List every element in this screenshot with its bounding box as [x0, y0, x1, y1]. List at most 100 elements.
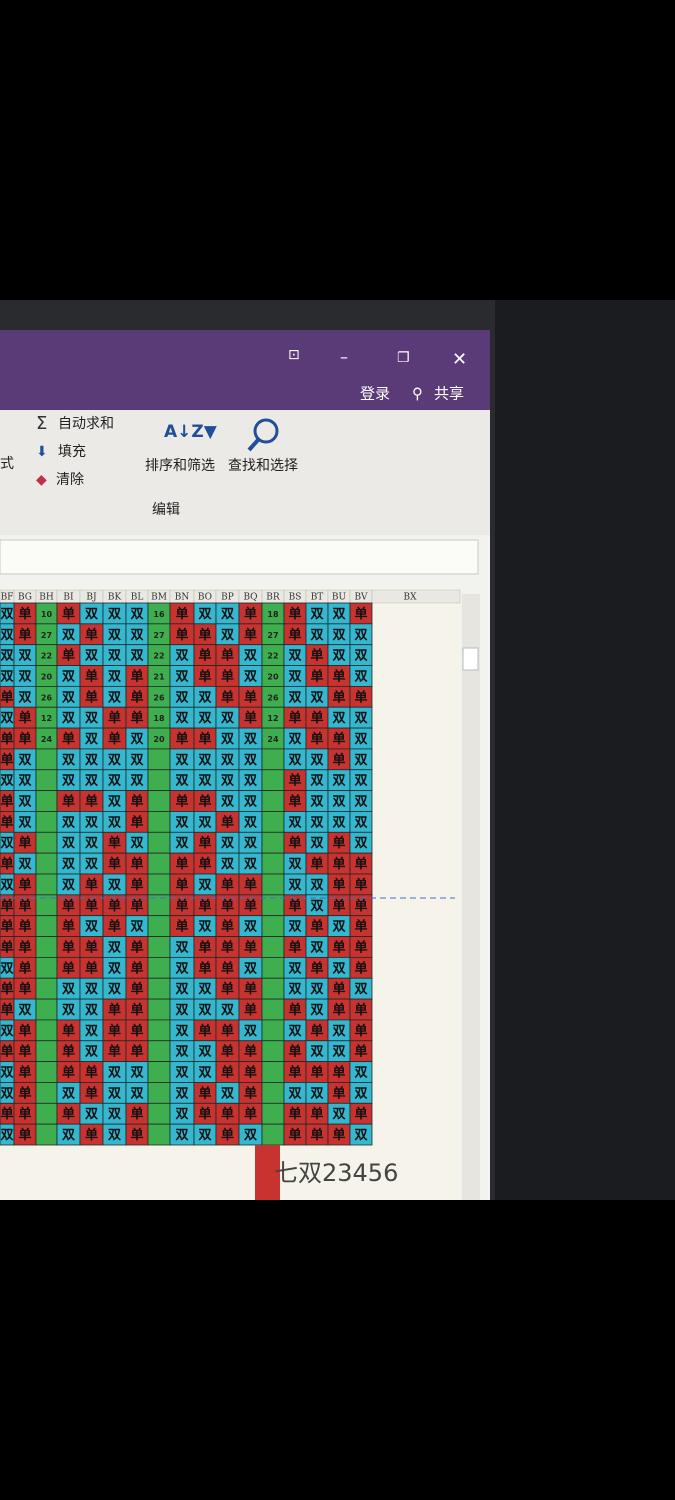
cell[interactable]	[147, 936, 171, 958]
cell-text: 双	[244, 753, 257, 768]
cell[interactable]	[147, 956, 171, 979]
cell-text: 双	[175, 940, 188, 955]
cell-text: 单	[221, 1127, 234, 1143]
restore-button[interactable]: ❐	[397, 350, 410, 366]
cell[interactable]	[261, 1061, 285, 1083]
cell[interactable]	[261, 831, 285, 854]
cell[interactable]	[261, 1102, 285, 1125]
close-button[interactable]: ✕	[452, 349, 467, 370]
scroll-thumb[interactable]	[462, 647, 479, 671]
cell[interactable]	[147, 1061, 171, 1083]
cell[interactable]	[147, 769, 171, 792]
cell-text: 单	[18, 960, 31, 976]
cell[interactable]	[35, 873, 58, 896]
cell[interactable]	[147, 831, 171, 854]
cell[interactable]	[261, 852, 285, 875]
cell[interactable]	[35, 1019, 58, 1042]
column-header[interactable]	[371, 589, 461, 604]
cell[interactable]	[261, 915, 285, 937]
sort-filter-button[interactable]: 排序和筛选	[145, 458, 215, 474]
cell[interactable]	[147, 748, 171, 771]
cell[interactable]	[261, 748, 285, 771]
cell-text: 双	[175, 690, 188, 705]
cell[interactable]	[261, 769, 285, 792]
cell-text: 双	[18, 795, 31, 810]
fill-button[interactable]: 填充	[58, 444, 86, 460]
cell[interactable]	[261, 956, 285, 979]
cell[interactable]	[35, 748, 58, 771]
cell[interactable]	[147, 915, 171, 937]
cell-text: 单	[108, 1002, 121, 1018]
cell-number: 22	[153, 652, 164, 661]
cell-text: 双	[288, 982, 301, 997]
cell-text: 双	[354, 732, 367, 747]
cell[interactable]	[35, 852, 58, 875]
cell[interactable]	[261, 873, 285, 896]
cell[interactable]	[147, 998, 171, 1021]
cell[interactable]	[261, 936, 285, 958]
cell[interactable]	[35, 1061, 58, 1083]
cell[interactable]	[147, 1019, 171, 1042]
cell[interactable]	[35, 769, 58, 792]
find-select-button[interactable]: 查找和选择	[228, 458, 298, 474]
cell-text: 单	[62, 960, 75, 976]
cell[interactable]	[35, 1040, 58, 1063]
cell-number: 27	[267, 631, 278, 640]
cell-text: 双	[310, 940, 323, 955]
cell[interactable]	[261, 790, 285, 812]
cell[interactable]	[349, 1123, 373, 1146]
cell[interactable]	[35, 998, 58, 1021]
cell[interactable]	[261, 977, 285, 1000]
cell[interactable]	[261, 1123, 285, 1146]
cell[interactable]	[35, 831, 58, 854]
cell[interactable]	[261, 1040, 285, 1063]
cell-text: 双	[288, 878, 301, 893]
cell[interactable]	[147, 1102, 171, 1125]
cell-text: 双	[332, 774, 345, 789]
cell[interactable]	[147, 1082, 171, 1104]
share-icon[interactable]: ⚲	[412, 385, 423, 403]
clear-button[interactable]: 清除	[56, 472, 84, 488]
cell[interactable]	[261, 1019, 285, 1042]
cell-text: 双	[244, 857, 257, 872]
cell[interactable]	[35, 956, 58, 979]
login-link[interactable]: 登录	[360, 385, 390, 403]
cell[interactable]	[147, 977, 171, 1000]
cell[interactable]	[35, 811, 58, 833]
minimize-button[interactable]: –	[340, 348, 348, 367]
cell[interactable]	[147, 873, 171, 896]
ribbon-display-icon[interactable]: ⊡	[288, 347, 300, 363]
cell-text: 双	[198, 774, 211, 789]
autosum-button[interactable]: 自动求和	[58, 416, 114, 432]
cell-text: 双	[288, 815, 301, 830]
cell-text: 双	[288, 649, 301, 664]
scrollbar[interactable]	[462, 594, 480, 1200]
cell[interactable]	[261, 1082, 285, 1104]
cell-text: 单	[221, 668, 234, 684]
cell-text: 双	[0, 836, 13, 851]
cell-text: 双	[108, 1086, 121, 1101]
cell[interactable]	[147, 852, 171, 875]
cell[interactable]	[35, 936, 58, 958]
cell-text: 双	[332, 1107, 345, 1122]
cell[interactable]	[261, 998, 285, 1021]
cell[interactable]	[35, 1123, 58, 1146]
cell[interactable]	[147, 1040, 171, 1063]
cell[interactable]	[147, 811, 171, 833]
cell[interactable]	[261, 811, 285, 833]
cell[interactable]	[147, 790, 171, 812]
share-button[interactable]: 共享	[434, 385, 464, 403]
cell-text: 单	[130, 668, 143, 684]
cell[interactable]	[147, 1123, 171, 1146]
cell[interactable]	[35, 1102, 58, 1125]
cell[interactable]	[35, 977, 58, 1000]
cell[interactable]	[35, 1082, 58, 1104]
cell-text: 单	[310, 731, 323, 747]
cell-text: 双	[0, 711, 13, 726]
cell[interactable]	[35, 915, 58, 937]
formula-bar[interactable]	[0, 539, 479, 575]
cell-text: 单	[18, 1106, 31, 1122]
cell-text: 单	[198, 1106, 211, 1122]
cell-text: 双	[175, 711, 188, 726]
cell[interactable]	[35, 790, 58, 812]
